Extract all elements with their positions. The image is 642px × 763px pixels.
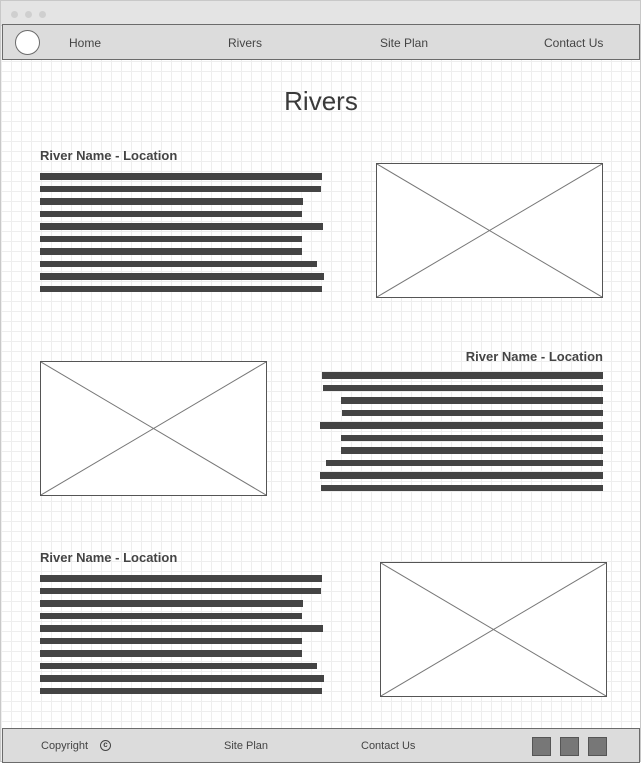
- text-line: [40, 662, 317, 669]
- section-3-title: River Name - Location: [40, 550, 178, 565]
- text-line: [40, 575, 322, 582]
- text-line: [40, 223, 323, 230]
- window-maximize-icon[interactable]: [39, 11, 46, 18]
- section-1-title: River Name - Location: [40, 148, 178, 163]
- copyright-icon: c: [100, 740, 111, 751]
- text-line: [40, 273, 324, 280]
- text-line: [326, 459, 603, 466]
- footer-site-plan-link[interactable]: Site Plan: [224, 740, 269, 752]
- text-line: [321, 484, 603, 491]
- social-icon[interactable]: [588, 737, 607, 756]
- text-line: [40, 185, 321, 192]
- text-line: [40, 675, 324, 682]
- window-close-icon[interactable]: [11, 11, 18, 18]
- section-2-title: River Name - Location: [465, 349, 603, 364]
- logo-icon[interactable]: [15, 30, 40, 55]
- text-line: [323, 384, 603, 391]
- image-placeholder: [40, 361, 267, 496]
- page-title: Rivers: [284, 86, 358, 116]
- top-navbar: Home Rivers Site Plan Contact Us: [2, 24, 640, 60]
- text-line: [40, 637, 302, 644]
- window-minimize-icon[interactable]: [25, 11, 32, 18]
- text-line: [40, 612, 302, 619]
- social-icon[interactable]: [560, 737, 579, 756]
- text-line: [320, 472, 603, 479]
- section-2-text-block: [319, 372, 603, 497]
- image-placeholder: [380, 562, 607, 697]
- text-line: [40, 210, 302, 217]
- text-line: [322, 372, 603, 379]
- section-3-text-block: [40, 575, 324, 700]
- text-line: [341, 397, 603, 404]
- text-line: [40, 198, 303, 205]
- section-1-text-block: [40, 173, 324, 298]
- nav-home-link[interactable]: Home: [69, 36, 102, 50]
- nav-contact-link[interactable]: Contact Us: [544, 36, 604, 50]
- text-line: [320, 422, 603, 429]
- copyright-label: Copyright: [41, 740, 89, 752]
- text-line: [40, 248, 302, 255]
- text-line: [40, 235, 302, 242]
- text-line: [40, 285, 322, 292]
- text-line: [40, 687, 322, 694]
- text-line: [341, 434, 603, 441]
- text-line: [341, 447, 603, 454]
- text-line: [40, 600, 303, 607]
- window-titlebar: [1, 1, 640, 26]
- page-footer: Copyright c Site Plan Contact Us: [2, 728, 640, 763]
- text-line: [40, 587, 321, 594]
- text-line: [40, 173, 322, 180]
- text-line: [40, 650, 302, 657]
- text-line: [40, 260, 317, 267]
- nav-rivers-link[interactable]: Rivers: [228, 36, 263, 50]
- text-line: [342, 409, 603, 416]
- footer-contact-link[interactable]: Contact Us: [361, 740, 416, 752]
- text-line: [40, 625, 323, 632]
- image-placeholder: [376, 163, 603, 298]
- social-icon[interactable]: [532, 737, 551, 756]
- nav-site-plan-link[interactable]: Site Plan: [380, 36, 429, 50]
